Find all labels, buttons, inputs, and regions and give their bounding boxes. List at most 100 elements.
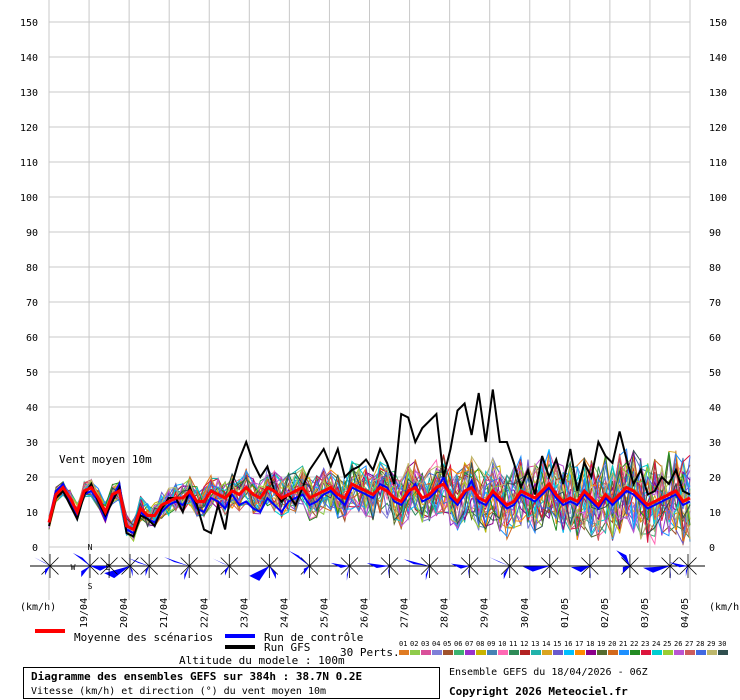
rose-petal [388, 566, 390, 577]
legend-gfs-swatch [225, 645, 255, 649]
wind-rose [164, 554, 202, 580]
member-swatch [454, 650, 464, 655]
rose-petal [288, 550, 310, 566]
rose-spoke [389, 557, 399, 567]
rose-spoke [581, 557, 591, 567]
y-tick-label-right: 70 [709, 298, 721, 309]
wind-rose [90, 554, 122, 581]
ensemble-member-line [48, 460, 691, 537]
y-tick-label-right: 10 [709, 508, 721, 519]
rose-spoke [269, 565, 279, 575]
altitude-label: Altitude du modele : 100m [179, 654, 345, 667]
member-id-label: 23 [641, 640, 649, 648]
rose-spoke [380, 565, 390, 575]
wind-rose [643, 554, 682, 581]
y-tick-label-left: 0 [32, 543, 38, 554]
rose-petal [522, 566, 550, 572]
y-tick-label-left: 120 [20, 123, 38, 134]
x-tick-label: 27/04 [400, 598, 411, 628]
wind-rose [450, 554, 482, 578]
rose-petal [330, 562, 350, 568]
y-tick-label-left: 110 [20, 158, 38, 169]
rose-spoke [188, 565, 198, 575]
member-swatch [520, 650, 530, 655]
member-id-label: 04 [432, 640, 440, 648]
rose-spoke [220, 557, 230, 567]
rose-spoke [148, 557, 158, 567]
x-tick-label: 21/04 [159, 598, 170, 628]
member-id-label: 03 [421, 640, 429, 648]
y-tick-label-right: 90 [709, 228, 721, 239]
rose-spoke [140, 565, 150, 575]
member-swatch [399, 650, 409, 655]
wind-rose [72, 552, 102, 578]
member-id-label: 15 [553, 640, 561, 648]
rose-spoke [581, 565, 591, 575]
y-tick-label-right: 40 [709, 403, 721, 414]
x-tick-label: 28/04 [440, 598, 451, 628]
rose-petal [589, 566, 591, 581]
member-id-label: 06 [454, 640, 462, 648]
rose-petal [72, 552, 90, 566]
compass-west: W [71, 563, 76, 572]
member-swatch [476, 650, 486, 655]
legend-control-label: Run de contrôle [264, 631, 363, 644]
rose-spoke [621, 557, 631, 567]
member-swatch [432, 650, 442, 655]
rose-spoke [340, 565, 350, 575]
member-id-label: 17 [575, 640, 583, 648]
rose-petal [45, 566, 50, 576]
member-id-label: 21 [619, 640, 627, 648]
rose-petal [130, 566, 133, 577]
rose-spoke [429, 557, 439, 567]
y-tick-label-left: 60 [26, 333, 38, 344]
rose-spoke [509, 565, 519, 575]
rose-petal [81, 566, 90, 578]
footer-title: Diagramme des ensembles GEFS sur 384h : … [31, 670, 362, 683]
rose-spoke [89, 557, 99, 567]
wind-rose [330, 554, 362, 581]
x-tick-label: 30/04 [520, 598, 531, 628]
legend-mean-swatch [35, 629, 65, 633]
y-tick-label-left: 20 [26, 473, 38, 484]
member-swatch [608, 650, 618, 655]
wind-rose [212, 554, 242, 578]
rose-petal [669, 566, 671, 581]
member-id-label: 25 [663, 640, 671, 648]
rose-petal [90, 565, 110, 571]
legend-gfs-label: Run GFS [264, 641, 310, 654]
rose-spoke [180, 565, 190, 575]
y-tick-label-right: 120 [709, 123, 727, 134]
rose-spoke [380, 557, 390, 567]
member-id-label: 08 [476, 640, 484, 648]
member-id-label: 13 [531, 640, 539, 648]
member-swatch [465, 650, 475, 655]
members-label: 30 Perts. [340, 646, 400, 659]
run-info: Ensemble GEFS du 18/04/2026 - 06Z [449, 667, 648, 678]
rose-spoke [260, 557, 270, 567]
y-tick-label-right: 50 [709, 368, 721, 379]
y-tick-label-left: 90 [26, 228, 38, 239]
rose-petal [249, 566, 270, 581]
rose-spoke [621, 565, 631, 575]
rose-petal [503, 566, 510, 580]
rose-spoke [541, 557, 551, 567]
member-swatch [553, 650, 563, 655]
rose-spoke [309, 565, 319, 575]
rose-petal [346, 566, 350, 581]
rose-spoke [460, 565, 470, 575]
member-swatch [597, 650, 607, 655]
rose-spoke [228, 565, 239, 575]
y-tick-label-left: 70 [26, 298, 38, 309]
member-id-label: 29 [707, 640, 715, 648]
copyright: Copyright 2026 Meteociel.fr [449, 685, 628, 698]
y-tick-label-left: 10 [26, 508, 38, 519]
rose-spoke [121, 565, 131, 575]
member-id-label: 09 [487, 640, 495, 648]
member-swatch [630, 650, 640, 655]
rose-petal [34, 557, 50, 566]
rose-petal [128, 557, 150, 566]
wind-rose [366, 554, 402, 578]
rose-spoke [228, 557, 239, 567]
rose-spoke [269, 557, 279, 567]
